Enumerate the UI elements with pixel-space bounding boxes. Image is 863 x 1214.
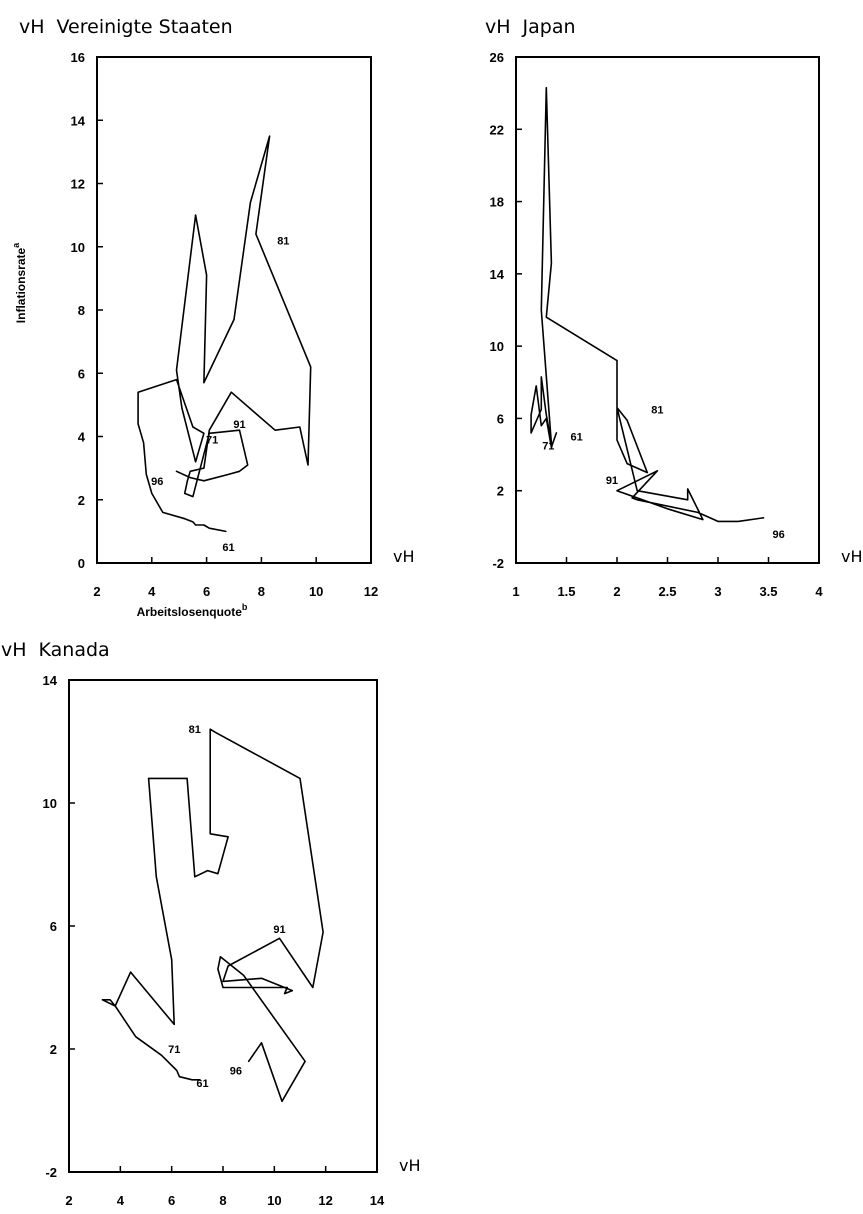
chart-title-kanada: vH Kanada xyxy=(1,639,110,661)
x-axis-label: Arbeitslosenquoteb xyxy=(137,602,248,619)
year-label-61: 61 xyxy=(570,432,582,444)
y-tick-label: 8 xyxy=(78,303,85,318)
year-label-71: 71 xyxy=(168,1044,180,1056)
panel-kanada: vH Kanada -2 2 6 10 14 2 4 6 8 10 12 14 vH 61 71 81 91 96 xyxy=(1,639,421,1208)
x-tick-label: 4 xyxy=(815,584,823,599)
year-label-96: 96 xyxy=(772,529,784,541)
year-label-91: 91 xyxy=(233,419,245,431)
y-axis-label-text: Inflationsrate xyxy=(14,248,28,324)
x-tick-label: 8 xyxy=(219,1193,226,1208)
y-tick-label: 14 xyxy=(43,673,58,688)
y-tick-label: 6 xyxy=(50,919,57,934)
x-tick-label: 3 xyxy=(714,584,721,599)
title-text: Kanada xyxy=(39,639,110,661)
series-line-japan xyxy=(530,86,765,523)
y-tick-label: 10 xyxy=(71,240,85,255)
year-label-81: 81 xyxy=(189,724,201,736)
title-text: Japan xyxy=(522,16,576,38)
year-label-81: 81 xyxy=(651,404,663,416)
x-tick-label: 4 xyxy=(148,584,156,599)
y-axis-label-sup: a xyxy=(11,242,21,248)
y-tick-label: 14 xyxy=(71,113,86,128)
year-label-96: 96 xyxy=(151,476,163,488)
year-label-81: 81 xyxy=(277,235,289,247)
x-tick-label: 10 xyxy=(267,1193,281,1208)
x-tick-label: 3.5 xyxy=(759,584,777,599)
series-line-vereinigte-staaten xyxy=(137,135,312,533)
title-unit: vH xyxy=(1,639,27,661)
x-tick-label: 6 xyxy=(203,584,210,599)
x-tick-label: 12 xyxy=(364,584,378,599)
x-axis-label-text: Arbeitslosenquote xyxy=(137,605,243,619)
chart-title-japan: vH Japan xyxy=(485,16,576,38)
y-tick-label: 26 xyxy=(490,50,504,65)
x-tick-label: 4 xyxy=(117,1193,125,1208)
y-tick-label: 14 xyxy=(490,267,505,282)
plot-frame-vereinigte-staaten xyxy=(96,56,372,564)
x-unit-label: vH xyxy=(399,1156,421,1175)
year-label-61: 61 xyxy=(196,1078,208,1090)
y-tick-label: 2 xyxy=(78,493,85,508)
x-tick-label: 1 xyxy=(512,584,519,599)
x-unit-label: vH xyxy=(393,547,415,566)
x-tick-label: 2 xyxy=(65,1193,72,1208)
plot-frame-kanada xyxy=(68,679,378,1173)
year-label-96: 96 xyxy=(230,1066,242,1078)
x-tick-label: 8 xyxy=(258,584,265,599)
year-label-91: 91 xyxy=(606,475,618,487)
y-tick-label: 10 xyxy=(490,339,504,354)
x-tick-label: 14 xyxy=(370,1193,385,1208)
y-tick-label: 6 xyxy=(78,366,85,381)
y-tick-label: 10 xyxy=(43,796,57,811)
y-tick-label: 0 xyxy=(78,556,85,571)
year-label-71: 71 xyxy=(542,441,554,453)
title-unit: vH xyxy=(485,16,511,38)
y-tick-label: 6 xyxy=(497,411,504,426)
year-label-91: 91 xyxy=(273,924,285,936)
year-label-61: 61 xyxy=(222,542,234,554)
y-tick-label: 4 xyxy=(78,430,86,445)
x-axis-label-sup: b xyxy=(242,602,248,612)
y-tick-label: 2 xyxy=(50,1042,57,1057)
y-tick-label: -2 xyxy=(492,556,504,571)
title-unit: vH xyxy=(19,16,45,38)
title-text: Vereinigte Staaten xyxy=(57,16,233,38)
y-tick-label: -2 xyxy=(45,1165,57,1180)
y-axis-label: Inflationsratea xyxy=(11,242,28,323)
x-tick-label: 2 xyxy=(613,584,620,599)
x-tick-label: 2 xyxy=(93,584,100,599)
series-line-kanada xyxy=(101,728,324,1103)
y-tick-label: 2 xyxy=(497,484,504,499)
y-tick-label: 12 xyxy=(71,177,85,192)
x-tick-label: 10 xyxy=(309,584,323,599)
x-tick-label: 2.5 xyxy=(658,584,676,599)
x-tick-label: 12 xyxy=(318,1193,332,1208)
y-tick-label: 22 xyxy=(490,122,504,137)
y-tick-label: 18 xyxy=(490,195,504,210)
x-tick-label: 1.5 xyxy=(557,584,575,599)
y-tick-label: 16 xyxy=(71,50,85,65)
x-tick-label: 6 xyxy=(168,1193,175,1208)
chart-title-vereinigte-staaten: vH Vereinigte Staaten xyxy=(19,16,233,38)
plot-frame-japan xyxy=(515,56,820,564)
x-unit-label: vH xyxy=(841,547,863,566)
year-label-71: 71 xyxy=(206,435,218,447)
